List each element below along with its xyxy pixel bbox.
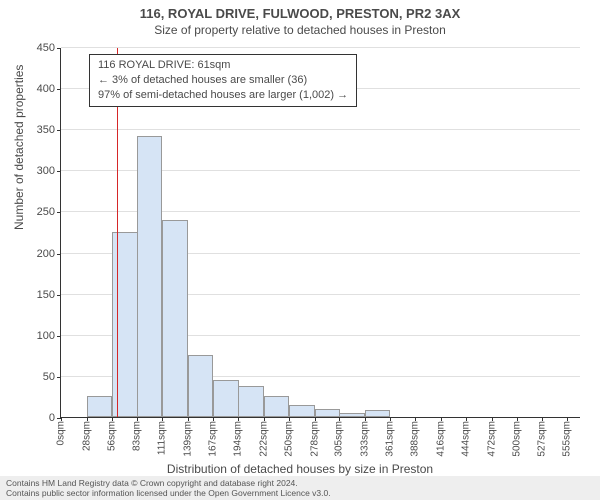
- xtick-label: 28sqm: [81, 421, 92, 451]
- xtick-label: 250sqm: [284, 421, 295, 457]
- histogram-bar: [137, 136, 163, 417]
- plot-area: 0501001502002503003504004500sqm28sqm56sq…: [60, 48, 580, 418]
- gridline-h: [61, 129, 580, 130]
- ytick-mark: [57, 89, 61, 90]
- footer-line-2: Contains public sector information licen…: [6, 488, 594, 498]
- ytick-mark: [57, 130, 61, 131]
- ytick-mark: [57, 171, 61, 172]
- histogram-bar: [238, 386, 264, 417]
- xtick-label: 111sqm: [157, 421, 168, 455]
- ytick-mark: [57, 48, 61, 49]
- ytick-label: 200: [37, 248, 55, 260]
- ytick-label: 300: [37, 165, 55, 177]
- histogram-bar: [188, 355, 214, 417]
- annotation-line-1: 116 ROYAL DRIVE: 61sqm: [98, 58, 348, 73]
- xtick-label: 388sqm: [409, 421, 420, 457]
- x-axis-label: Distribution of detached houses by size …: [0, 462, 600, 476]
- xtick-label: 278sqm: [309, 421, 320, 457]
- xtick-label: 555sqm: [562, 421, 573, 457]
- xtick-label: 305sqm: [334, 421, 345, 457]
- histogram-bar: [339, 413, 365, 417]
- chart-subtitle: Size of property relative to detached ho…: [0, 21, 600, 37]
- histogram-bar: [289, 405, 315, 417]
- histogram-bar: [315, 409, 341, 417]
- ytick-label: 0: [49, 412, 55, 424]
- xtick-label: 361sqm: [385, 421, 396, 457]
- xtick-label: 83sqm: [131, 421, 142, 451]
- footer-attribution: Contains HM Land Registry data © Crown c…: [0, 476, 600, 500]
- ytick-label: 350: [37, 124, 55, 136]
- xtick-label: 222sqm: [258, 421, 269, 457]
- chart-title: 116, ROYAL DRIVE, FULWOOD, PRESTON, PR2 …: [0, 0, 600, 21]
- histogram-bar: [365, 410, 391, 417]
- ytick-label: 150: [37, 289, 55, 301]
- y-axis-label: Number of detached properties: [12, 65, 26, 230]
- ytick-mark: [57, 377, 61, 378]
- xtick-label: 527sqm: [536, 421, 547, 457]
- ytick-label: 100: [37, 330, 55, 342]
- ytick-label: 250: [37, 206, 55, 218]
- ytick-mark: [57, 295, 61, 296]
- annotation-line-2: ← 3% of detached houses are smaller (36): [98, 73, 348, 88]
- xtick-label: 500sqm: [512, 421, 523, 457]
- xtick-label: 333sqm: [359, 421, 370, 457]
- xtick-label: 139sqm: [182, 421, 193, 457]
- xtick-label: 416sqm: [435, 421, 446, 457]
- gridline-h: [61, 47, 580, 48]
- xtick-label: 194sqm: [232, 421, 243, 457]
- ytick-label: 400: [37, 83, 55, 95]
- footer-line-1: Contains HM Land Registry data © Crown c…: [6, 478, 594, 488]
- ytick-mark: [57, 254, 61, 255]
- histogram-bar: [213, 380, 239, 417]
- ytick-label: 450: [37, 42, 55, 54]
- annotation-box: 116 ROYAL DRIVE: 61sqm ← 3% of detached …: [89, 54, 357, 107]
- annotation-line-3: 97% of semi-detached houses are larger (…: [98, 88, 348, 103]
- ytick-mark: [57, 212, 61, 213]
- xtick-label: 167sqm: [208, 421, 219, 457]
- chart-container: 116, ROYAL DRIVE, FULWOOD, PRESTON, PR2 …: [0, 0, 600, 500]
- xtick-label: 472sqm: [486, 421, 497, 457]
- histogram-bar: [87, 396, 113, 417]
- ytick-label: 50: [43, 371, 55, 383]
- xtick-label: 0sqm: [56, 421, 67, 445]
- histogram-bar: [264, 396, 290, 417]
- ytick-mark: [57, 336, 61, 337]
- xtick-label: 56sqm: [107, 421, 118, 451]
- xtick-label: 444sqm: [461, 421, 472, 457]
- histogram-bar: [162, 220, 188, 417]
